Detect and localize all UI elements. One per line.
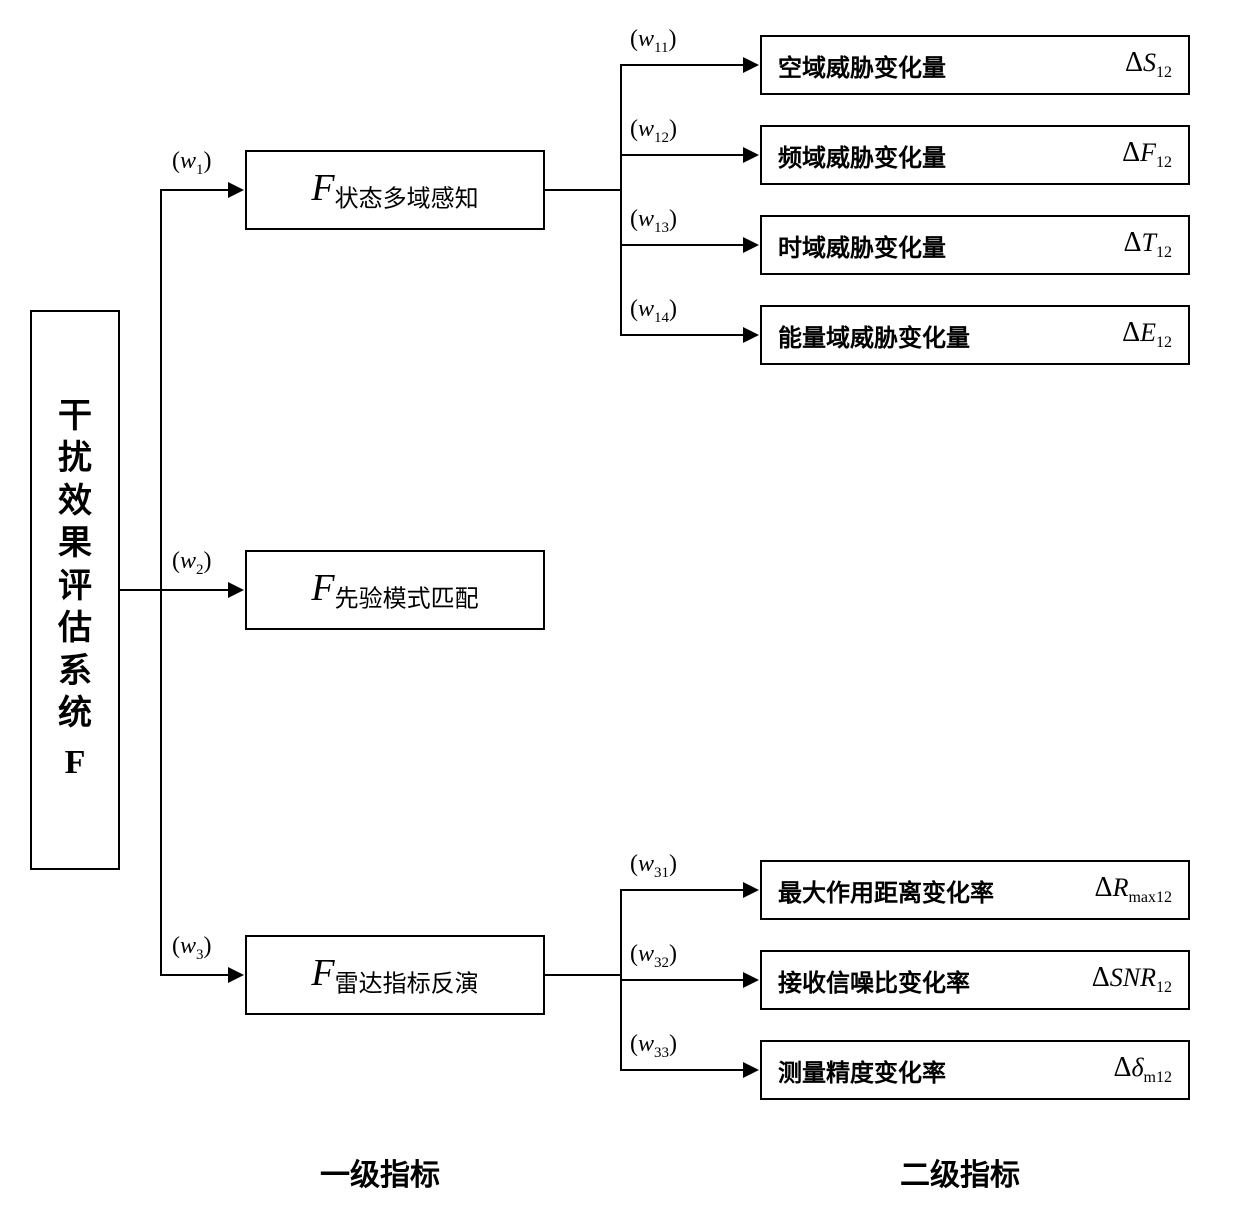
level2-symbol: ΔS12 xyxy=(1125,47,1172,82)
level2-box: 测量精度变化率 Δδm12 xyxy=(760,1040,1190,1100)
root-symbol: F xyxy=(65,742,86,785)
root-char: 评 xyxy=(58,566,92,609)
root-char: 系 xyxy=(58,651,92,694)
root-char: 扰 xyxy=(58,438,92,481)
level2-label: 测量精度变化率 xyxy=(778,1053,946,1088)
level1-box: F状态多域感知 xyxy=(245,150,545,230)
connector xyxy=(620,1069,745,1071)
connector xyxy=(160,189,162,975)
root-box: 干 扰 效 果 评 估 系 统 F xyxy=(30,310,120,870)
connector xyxy=(120,589,160,591)
connector xyxy=(160,189,230,191)
weight-label: (w3) xyxy=(172,933,212,964)
connector xyxy=(545,189,620,191)
weight-label: (w1) xyxy=(172,148,212,179)
connector xyxy=(160,589,230,591)
level1-box: F先验模式匹配 xyxy=(245,550,545,630)
weight-label: (w13) xyxy=(630,206,677,237)
level2-label: 能量域威胁变化量 xyxy=(778,318,970,353)
root-char: 效 xyxy=(58,481,92,524)
hierarchy-diagram: 干 扰 效 果 评 估 系 统 F (w1) F状态多域感知 (w2) F先验模… xyxy=(20,20,1220,1200)
connector xyxy=(620,64,622,336)
level2-symbol: ΔF12 xyxy=(1122,137,1172,172)
connector xyxy=(160,974,230,976)
arrow-icon xyxy=(743,237,759,253)
weight-label: (w12) xyxy=(630,116,677,147)
arrow-icon xyxy=(743,1062,759,1078)
connector xyxy=(620,889,745,891)
arrow-icon xyxy=(228,182,244,198)
weight-label: (w2) xyxy=(172,548,212,579)
caption-level2: 二级指标 xyxy=(900,1150,1020,1194)
connector xyxy=(620,154,745,156)
level2-label: 频域威胁变化量 xyxy=(778,138,946,173)
weight-label: (w33) xyxy=(630,1031,677,1062)
level2-symbol: ΔSNR12 xyxy=(1092,962,1172,997)
root-char: 估 xyxy=(58,608,92,651)
connector xyxy=(620,64,745,66)
level2-box: 时域威胁变化量 ΔT12 xyxy=(760,215,1190,275)
level2-box: 最大作用距离变化率 ΔRmax12 xyxy=(760,860,1190,920)
level1-box: F雷达指标反演 xyxy=(245,935,545,1015)
connector xyxy=(620,334,745,336)
level2-label: 最大作用距离变化率 xyxy=(778,873,994,908)
level2-box: 空域威胁变化量 ΔS12 xyxy=(760,35,1190,95)
connector xyxy=(545,974,620,976)
level2-symbol: ΔE12 xyxy=(1122,317,1172,352)
level2-symbol: ΔRmax12 xyxy=(1095,872,1172,907)
level2-symbol: ΔT12 xyxy=(1124,227,1172,262)
connector xyxy=(620,244,745,246)
level2-label: 接收信噪比变化率 xyxy=(778,963,970,998)
arrow-icon xyxy=(228,582,244,598)
root-char: 统 xyxy=(58,693,92,736)
level2-box: 能量域威胁变化量 ΔE12 xyxy=(760,305,1190,365)
weight-label: (w32) xyxy=(630,941,677,972)
arrow-icon xyxy=(743,147,759,163)
level2-label: 时域威胁变化量 xyxy=(778,228,946,263)
arrow-icon xyxy=(743,882,759,898)
arrow-icon xyxy=(743,57,759,73)
weight-label: (w31) xyxy=(630,851,677,882)
arrow-icon xyxy=(228,967,244,983)
weight-label: (w11) xyxy=(630,26,676,57)
level2-box: 接收信噪比变化率 ΔSNR12 xyxy=(760,950,1190,1010)
weight-label: (w14) xyxy=(630,296,677,327)
root-char: 果 xyxy=(58,523,92,566)
arrow-icon xyxy=(743,972,759,988)
root-char: 干 xyxy=(58,396,92,439)
arrow-icon xyxy=(743,327,759,343)
level2-label: 空域威胁变化量 xyxy=(778,48,946,83)
caption-level1: 一级指标 xyxy=(320,1150,440,1194)
level2-symbol: Δδm12 xyxy=(1113,1052,1172,1087)
connector xyxy=(620,979,745,981)
level2-box: 频域威胁变化量 ΔF12 xyxy=(760,125,1190,185)
